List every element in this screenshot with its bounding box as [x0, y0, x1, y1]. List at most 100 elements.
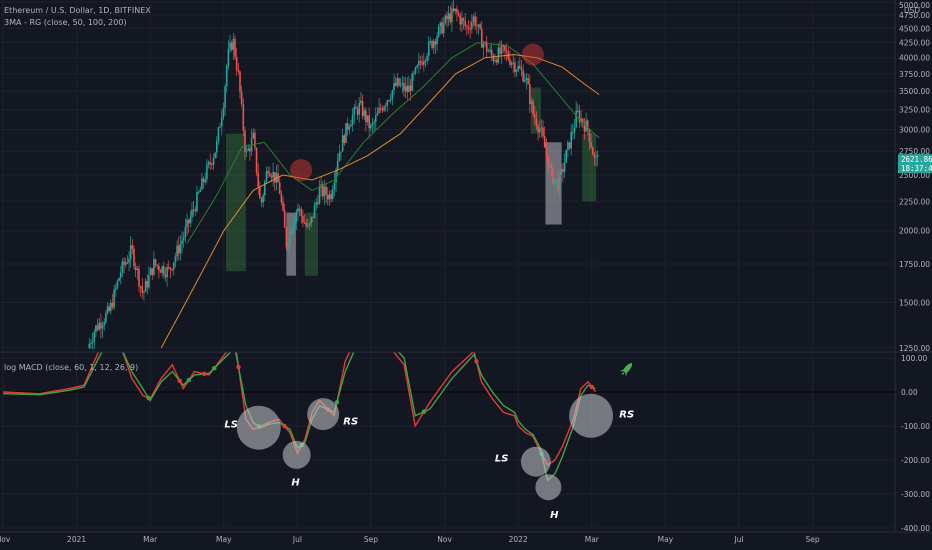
candle-body [355, 107, 357, 109]
candle-body [245, 150, 248, 152]
macd-cross-dot [334, 400, 340, 405]
candle-body [292, 226, 294, 234]
candle-body [542, 127, 544, 137]
candle-body [345, 123, 347, 143]
candle-body [177, 245, 180, 254]
candle-body [492, 55, 495, 62]
candle-body [411, 73, 414, 91]
candle-body [532, 101, 534, 115]
candle-body [234, 38, 236, 57]
candle-body [378, 107, 380, 113]
candle-body [262, 195, 264, 203]
candle-body [232, 38, 235, 51]
macd-cross-dot [201, 371, 207, 377]
candle-body [590, 141, 592, 148]
candle-body [116, 280, 119, 288]
macd-indicator-label[interactable]: log MACD (close, 60, 1, 12, 26, 9) [4, 363, 138, 372]
candle-body [568, 142, 571, 149]
candle-body [206, 165, 208, 180]
candle-body [172, 262, 175, 270]
candle-body [290, 232, 293, 234]
candle-body [118, 277, 120, 281]
candle-body [510, 62, 513, 65]
candle-body [423, 61, 425, 65]
candle-body [464, 20, 467, 27]
candle-body [550, 164, 553, 169]
candle-body [255, 147, 258, 173]
macd-cross-dot [146, 395, 151, 401]
candle-body [466, 26, 468, 28]
candle-body [472, 16, 475, 23]
candle-body [184, 227, 187, 238]
macd-tick-label: 0.00 [901, 388, 918, 397]
macd-cross-dot [212, 366, 217, 371]
candle-body [535, 118, 538, 127]
candle-body [242, 103, 245, 131]
time-tick-label: Nov [0, 535, 11, 544]
macd-cross-dot [236, 364, 241, 370]
candle-body [176, 245, 178, 257]
candle-body [384, 105, 387, 107]
candle-body [432, 41, 435, 48]
candle-body [305, 222, 308, 226]
candle-body [396, 78, 399, 86]
candle-body [361, 100, 364, 117]
candle-body [580, 118, 582, 123]
candle-body [161, 266, 163, 273]
candle-body [424, 60, 427, 62]
candle-body [457, 12, 460, 16]
candle-body [136, 268, 139, 270]
ma-indicator-label[interactable]: 3MA - RG (close, 50, 100, 200) [4, 18, 127, 27]
candle-body [373, 121, 375, 124]
candle-body [298, 208, 301, 210]
symbol-title[interactable]: Ethereum / U.S. Dollar, 1D, BITFINEX [4, 6, 151, 15]
candle-body [540, 127, 543, 129]
candle-body [331, 190, 334, 200]
candle-body [269, 173, 271, 177]
candle-body [376, 112, 379, 116]
candle-body [482, 43, 485, 48]
candle-body [194, 209, 197, 212]
candle-body [131, 245, 134, 249]
candle-body [133, 248, 135, 267]
candle-body [419, 60, 422, 63]
candle-body [211, 163, 213, 165]
candle-body [413, 73, 415, 75]
candle-body [351, 115, 354, 125]
candle-body [192, 209, 195, 211]
candle-body [406, 85, 409, 93]
candle-body [158, 265, 160, 271]
candle-body [358, 102, 361, 115]
candle-body [336, 160, 339, 170]
candle-body [593, 154, 596, 158]
candle-body [295, 211, 298, 222]
pattern-circle [282, 440, 311, 469]
candle-body [154, 259, 157, 265]
candle-body [500, 45, 503, 54]
candle-body [454, 8, 457, 11]
candle-body [283, 210, 286, 228]
candle-body [444, 15, 447, 24]
rocket-icon [620, 362, 633, 377]
candle-body [106, 306, 109, 314]
candle-body [350, 124, 352, 127]
candle-body [370, 125, 372, 129]
candle-body [282, 202, 284, 211]
candle-body [408, 85, 410, 93]
candle-body [307, 225, 309, 227]
candle-body [437, 26, 440, 37]
candle-body [570, 131, 572, 149]
candle-body [224, 86, 226, 108]
candle-body [558, 174, 561, 192]
candle-body [538, 128, 541, 132]
candle-body [537, 126, 539, 132]
candle-body [237, 69, 240, 72]
candle-body [436, 36, 438, 45]
candle-body [514, 62, 516, 72]
candle-body [333, 182, 336, 191]
candle-body [189, 217, 192, 224]
candle-body [264, 181, 266, 196]
candle-body [383, 106, 385, 111]
pattern-label: H [550, 510, 559, 521]
